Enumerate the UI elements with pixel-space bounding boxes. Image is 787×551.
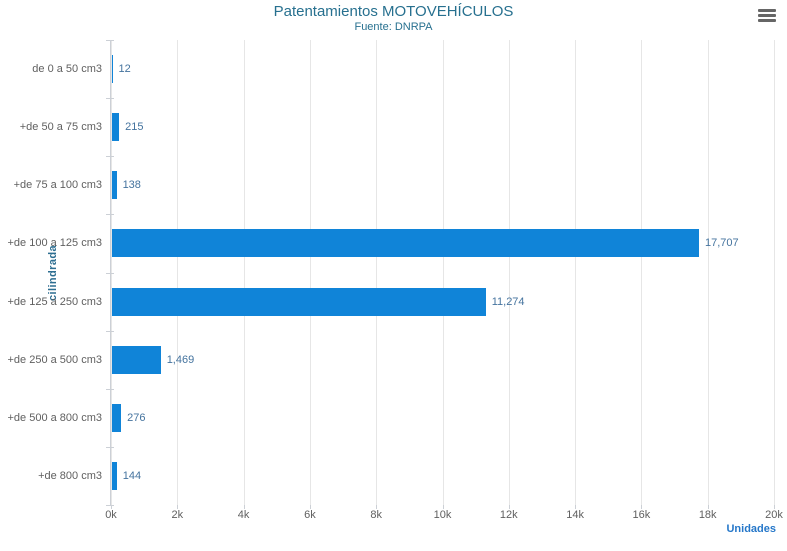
gridline xyxy=(707,40,709,505)
category-label: +de 75 a 100 cm3 xyxy=(13,179,102,192)
gridline xyxy=(641,40,643,505)
x-axis-tick xyxy=(575,505,577,509)
export-menu-button[interactable] xyxy=(756,5,778,26)
bar[interactable] xyxy=(112,229,699,258)
x-axis-tick xyxy=(641,505,643,509)
data-label: 144 xyxy=(122,469,142,482)
y-axis-tick xyxy=(106,388,114,390)
y-axis-title: cilindrada xyxy=(47,245,59,301)
gridline xyxy=(442,40,444,505)
y-axis-tick xyxy=(106,330,114,332)
data-label: 12 xyxy=(118,63,131,76)
x-axis-tick xyxy=(508,505,510,509)
x-axis-tick xyxy=(442,505,444,509)
data-label: 1,469 xyxy=(166,353,195,366)
bar[interactable] xyxy=(112,171,117,200)
y-axis-tick xyxy=(106,505,114,506)
x-axis-tick xyxy=(774,505,775,509)
y-axis-tick xyxy=(106,446,114,448)
category-label: de 0 a 50 cm3 xyxy=(32,63,102,76)
x-axis-tick xyxy=(111,505,112,509)
data-label: 138 xyxy=(122,179,141,192)
gridline xyxy=(309,40,311,505)
bar[interactable] xyxy=(112,287,486,316)
bar[interactable] xyxy=(112,461,117,490)
bar[interactable] xyxy=(112,113,120,142)
data-label: 276 xyxy=(127,411,146,424)
bar[interactable] xyxy=(112,345,161,374)
y-axis-tick xyxy=(106,272,114,274)
bar[interactable] xyxy=(112,55,113,84)
data-label: 17,707 xyxy=(704,237,739,250)
gridline xyxy=(243,40,245,505)
y-axis-tick xyxy=(106,214,114,216)
x-axis-tick-label: 16k xyxy=(632,509,651,521)
x-axis-tick-label: 0k xyxy=(105,509,117,521)
x-axis-tick xyxy=(243,505,245,509)
y-axis-tick xyxy=(106,98,114,100)
category-label: +de 800 cm3 xyxy=(38,469,102,482)
x-axis-tick-label: 10k xyxy=(433,509,452,521)
x-axis-tick-label: 8k xyxy=(370,509,382,521)
x-axis-tick-label: 6k xyxy=(304,509,316,521)
category-label: +de 50 a 75 cm3 xyxy=(19,121,102,134)
bar[interactable] xyxy=(112,403,122,432)
category-label: +de 100 a 125 cm3 xyxy=(7,237,103,250)
gridline xyxy=(508,40,510,505)
x-axis-title: Unidades xyxy=(726,523,776,535)
x-axis-tick xyxy=(376,505,378,509)
x-axis-tick xyxy=(707,505,709,509)
gridline xyxy=(177,40,179,505)
x-axis-tick xyxy=(177,505,179,509)
gridline xyxy=(575,40,577,505)
data-label: 11,274 xyxy=(491,295,525,308)
x-axis-tick xyxy=(309,505,311,509)
y-axis-tick xyxy=(106,40,114,41)
data-label: 215 xyxy=(125,121,144,134)
gridline xyxy=(376,40,378,505)
chart-title: Patentamientos MOTOVEHÍCULOS xyxy=(273,3,514,20)
x-axis-tick-label: 18k xyxy=(698,509,717,521)
x-axis-tick-label: 4k xyxy=(237,509,250,521)
category-label: +de 125 a 250 cm3 xyxy=(7,295,103,308)
x-axis-tick-label: 14k xyxy=(566,509,584,521)
category-label: +de 250 a 500 cm3 xyxy=(7,353,103,366)
hamburger-menu-icon xyxy=(758,9,776,22)
chart-subtitle: Fuente: DNRPA xyxy=(354,21,433,33)
y-axis-tick xyxy=(106,156,114,158)
gridline xyxy=(774,40,775,505)
x-axis-tick-label: 2k xyxy=(171,509,184,521)
x-axis-tick-label: 12k xyxy=(499,509,518,521)
x-axis-tick-label: 20k xyxy=(765,509,783,521)
category-label: +de 500 a 800 cm3 xyxy=(7,411,103,424)
